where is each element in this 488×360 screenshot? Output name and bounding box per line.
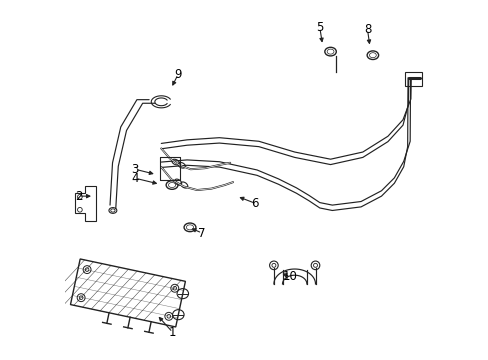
Text: 3: 3 xyxy=(131,163,139,176)
Text: 2: 2 xyxy=(75,190,82,203)
Text: 10: 10 xyxy=(283,270,297,283)
Text: 6: 6 xyxy=(251,197,259,210)
Text: 9: 9 xyxy=(174,68,182,81)
Text: 5: 5 xyxy=(315,21,323,34)
Text: 1: 1 xyxy=(169,326,176,339)
Text: 8: 8 xyxy=(363,23,370,36)
Text: 4: 4 xyxy=(131,172,139,185)
Text: 7: 7 xyxy=(198,226,205,239)
